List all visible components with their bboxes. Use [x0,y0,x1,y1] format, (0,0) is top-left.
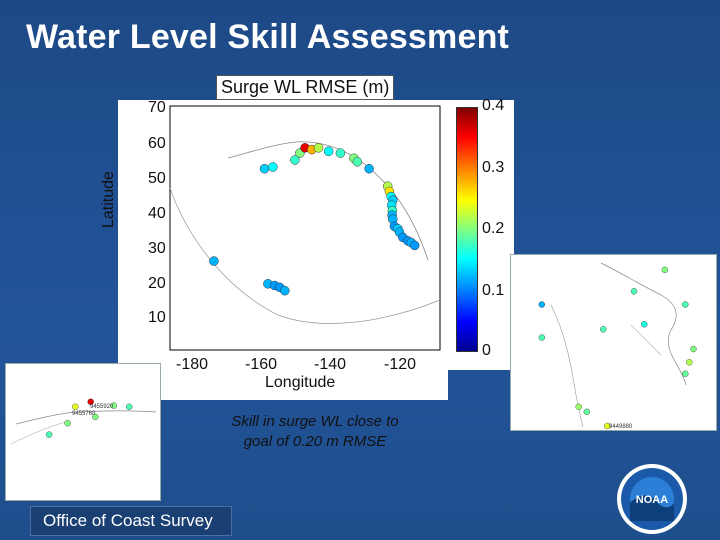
main-station-point-0 [209,256,219,266]
main-station-point-5 [259,163,270,174]
right-inset-station-point-9 [682,370,689,378]
left-inset-coastline [15,410,157,425]
right-inset-station-point-10 [575,403,582,411]
colorbar-tick-0-4: 0.4 [482,97,505,114]
left-points-group [45,398,133,438]
right-inset-station-point-4 [661,266,669,274]
logo-text: NOAA [636,494,668,506]
y-tick-20: 20 [148,275,166,292]
main-map-plot [169,105,441,351]
colorbar [456,107,478,352]
right-points-group [538,266,697,430]
right-inset-plot: 9449880 [538,262,697,430]
main-map-figure [118,100,448,400]
right-inset-map: 9449880 [510,254,717,431]
domain-boundary [169,187,441,324]
x-tick-140: -140 [314,356,347,373]
left-inset-map: 9455920 9455760 [5,363,161,501]
main-station-point-31 [409,240,420,251]
caption: Skill in surge WL close to goal of 0.20 … [170,412,460,452]
main-station-point-4 [280,285,290,296]
right-inset-station-point-8 [690,345,697,353]
colorbar-tick-0-1: 0.1 [482,282,505,299]
y-axis-label: Latitude [100,171,117,228]
y-tick-70: 70 [148,99,166,116]
right-inset-station-point-7 [686,359,693,366]
y-tick-30: 30 [148,240,166,257]
x-tick-160: -160 [245,356,278,373]
left-inset-station-point-0 [87,398,94,405]
main-station-point-12 [323,146,334,157]
main-points-group [209,143,420,296]
main-station-point-16 [364,163,374,174]
left-inset-station-point-1 [72,403,79,410]
left-inset-label-2: 9455760 [72,411,96,417]
colorbar-tick-0: 0 [482,342,491,359]
y-tick-50: 50 [148,170,166,187]
right-inset-label-1: 9449880 [609,424,633,430]
y-tick-10: 10 [148,309,166,326]
right-inset-station-point-1 [538,334,545,341]
y-tick-40: 40 [148,205,166,222]
left-inset-station-point-3 [125,403,133,410]
colorbar-tick-0-3: 0.3 [482,159,505,176]
right-inset-station-point-12 [604,422,611,430]
right-inset-station-point-5 [641,321,648,328]
y-tick-60: 60 [148,135,166,152]
footer-bar: Office of Coast Survey [30,506,232,536]
slide-title: Water Level Skill Assessment [26,18,510,56]
coastline [227,141,429,261]
right-inset-station-point-3 [630,288,638,295]
caption-line-2: goal of 0.20 m RMSE [243,433,387,450]
noaa-logo-icon: NOAA [617,464,687,534]
right-inset-station-point-2 [600,326,607,333]
x-tick-180: -180 [176,356,209,373]
left-inset-station-point-4 [92,413,99,421]
right-inset-coastline [600,262,687,386]
main-station-point-15 [352,157,363,167]
left-inset-label-1: 9455920 [90,404,114,410]
right-inset-station-point-11 [583,408,591,416]
main-station-point-11 [313,143,324,153]
caption-line-1: Skill in surge WL close to [231,413,399,430]
left-inset-plot: 9455920 9455760 [10,398,157,445]
left-inset-shore [10,421,67,445]
main-station-point-6 [268,162,278,172]
colorbar-tick-0-2: 0.2 [482,220,505,237]
left-inset-station-point-5 [64,420,71,427]
right-inset-station-point-6 [682,301,689,308]
footer-text: Office of Coast Survey [43,511,213,530]
main-station-point-7 [290,155,300,165]
main-station-point-13 [335,148,346,158]
left-inset-station-point-2 [110,402,118,409]
left-inset-station-point-6 [45,431,53,438]
right-inset-shore [550,304,584,428]
map-title: Surge WL RMSE (m) [216,75,395,100]
right-inset-inlet [630,324,662,356]
x-axis-label: Longitude [265,374,336,391]
x-tick-120: -120 [384,356,417,373]
right-inset-station-point-0 [538,301,545,308]
